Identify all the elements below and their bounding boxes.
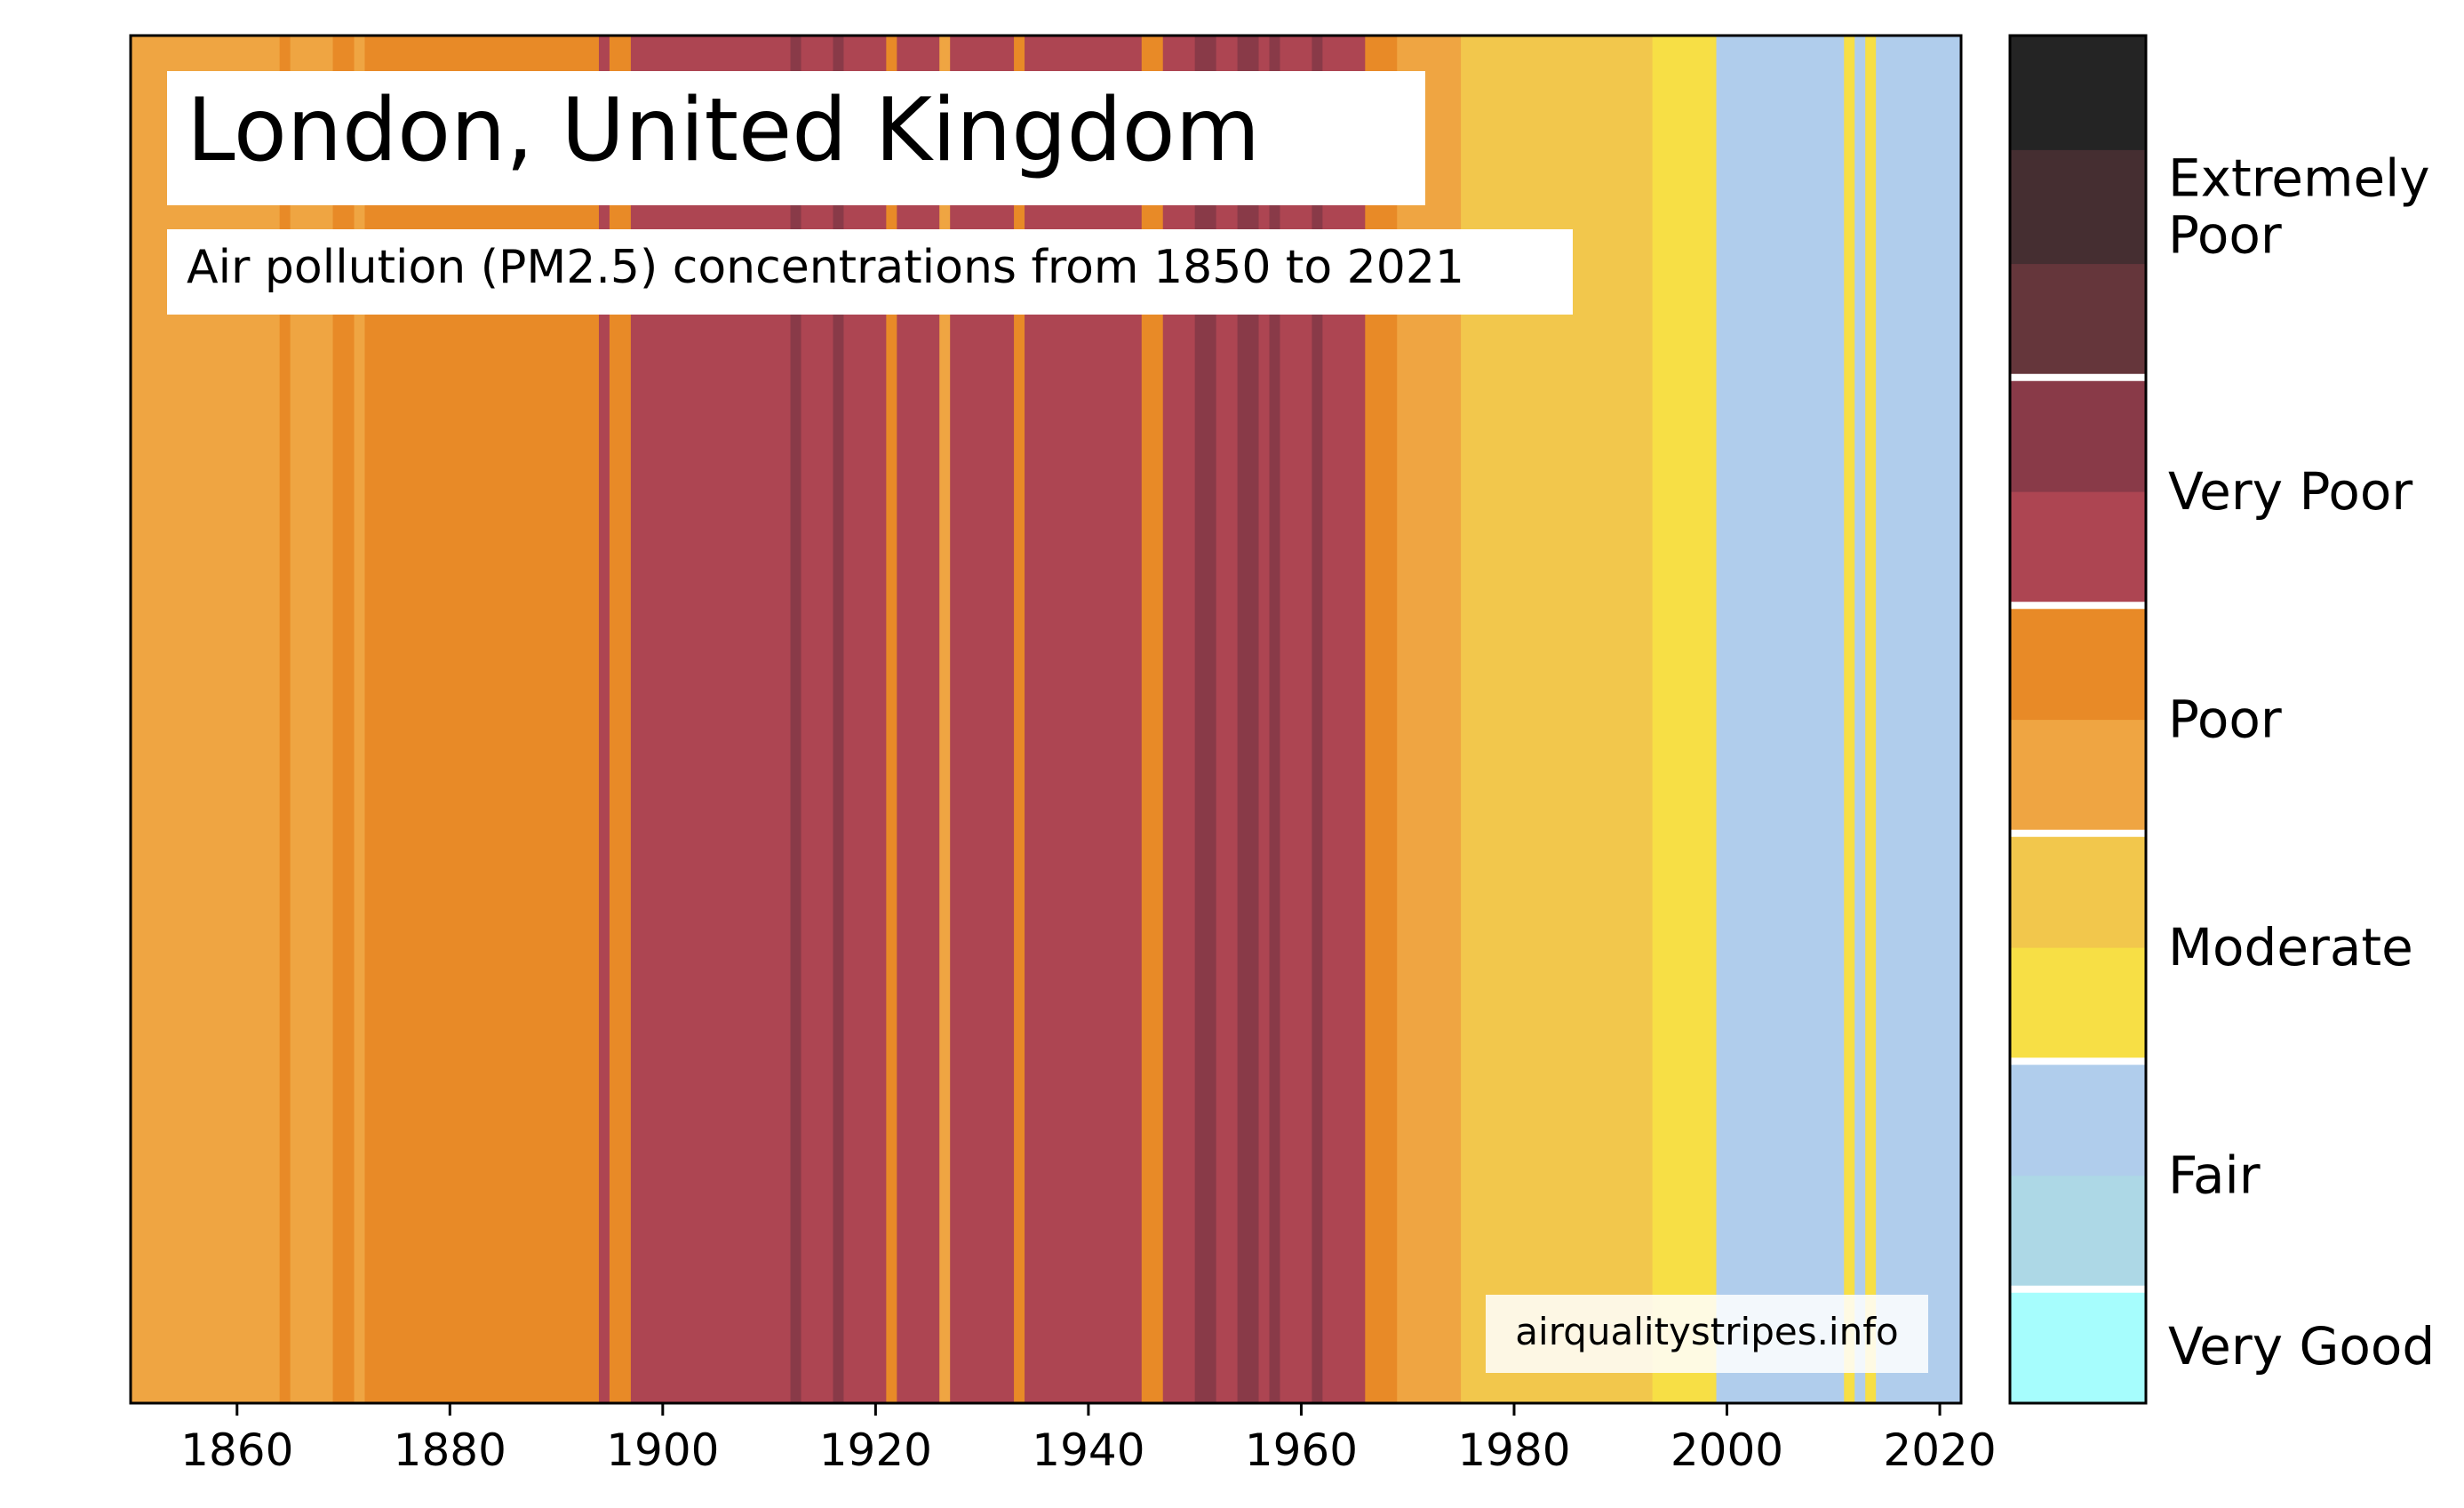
- year-stripe: [1865, 36, 1877, 1403]
- legend-swatch: [2010, 491, 2146, 606]
- plot-frame: [129, 34, 1963, 1405]
- year-stripe: [1854, 36, 1866, 1403]
- year-stripe: [939, 36, 951, 1403]
- legend-label: Moderate: [2168, 917, 2413, 977]
- legend-swatch: [2010, 1061, 2146, 1177]
- legend-label: Very Good: [2168, 1316, 2435, 1376]
- legend-swatch: [2010, 1175, 2146, 1290]
- title-background: [167, 71, 1425, 205]
- year-stripe: [1269, 36, 1281, 1403]
- legend-label: Very Poor: [2168, 461, 2412, 522]
- watermark-background: [1486, 1295, 1928, 1373]
- legend-swatch: [2010, 719, 2146, 834]
- legend-swatch: [2010, 947, 2146, 1062]
- x-tick-label: 1980: [1457, 1424, 1570, 1476]
- x-tick-label: 2020: [1883, 1424, 1996, 1476]
- legend-swatch: [2010, 605, 2146, 721]
- year-stripe: [886, 36, 897, 1403]
- year-stripe: [279, 36, 291, 1403]
- chart-title: London, United Kingdom: [187, 80, 1260, 181]
- x-tick-label: 1900: [606, 1424, 719, 1476]
- subtitle-background: [167, 229, 1573, 315]
- year-stripe: [790, 36, 802, 1403]
- x-axis: 1860 1880 1900 1920 1940 1960 1980 2000 2020: [180, 1403, 1997, 1476]
- year-stripe: [1014, 36, 1025, 1403]
- legend-swatch: [2010, 833, 2146, 948]
- chart-subtitle: Air pollution (PM2.5) concentrations fro…: [187, 241, 1464, 294]
- watermark-text: airqualitystripes.info: [1515, 1310, 1898, 1353]
- title-box: London, United Kingdom: [167, 71, 1425, 205]
- year-stripe: [833, 36, 845, 1403]
- legend: Very Good Fair Moderate Poor Very Poor Extrem…: [2008, 34, 2435, 1405]
- year-stripe: [1716, 36, 1845, 1403]
- subtitle-box: Air pollution (PM2.5) concentrations fro…: [167, 229, 1573, 315]
- legend-swatch: [2010, 1289, 2146, 1404]
- year-stripe: [1258, 36, 1271, 1403]
- legend-swatch: [2010, 36, 2146, 150]
- x-tick-label: 1940: [1032, 1424, 1144, 1476]
- legend-label: Poor: [2168, 204, 2282, 265]
- x-tick-label: 2000: [1671, 1424, 1783, 1476]
- x-tick-label: 1960: [1245, 1424, 1358, 1476]
- legend-label: Extremely: [2168, 148, 2430, 208]
- x-tick-label: 1920: [819, 1424, 932, 1476]
- year-stripe: [1312, 36, 1323, 1403]
- year-stripe: [354, 36, 366, 1403]
- legend-swatch: [2010, 377, 2146, 492]
- year-stripe: [1652, 36, 1718, 1403]
- legend-swatch: [2010, 149, 2146, 265]
- year-stripe: [598, 36, 610, 1403]
- x-tick-label: 1880: [394, 1424, 506, 1476]
- legend-label: Fair: [2168, 1145, 2261, 1206]
- x-tick-label: 1860: [180, 1424, 293, 1476]
- legend-swatch: [2010, 263, 2146, 379]
- legend-frame: [2008, 34, 2148, 1405]
- watermark-box: airqualitystripes.info: [1486, 1295, 1928, 1373]
- year-stripe: [1876, 36, 1962, 1403]
- year-stripe: [1844, 36, 1855, 1403]
- legend-label: Poor: [2168, 690, 2282, 750]
